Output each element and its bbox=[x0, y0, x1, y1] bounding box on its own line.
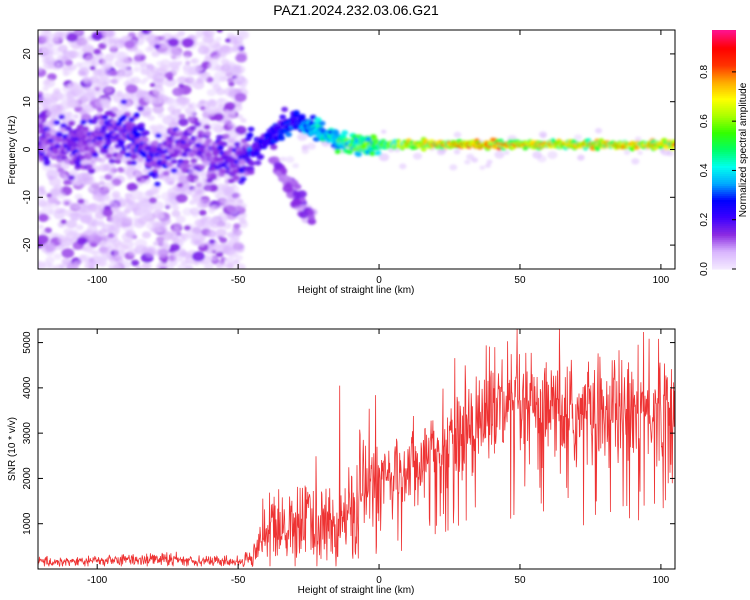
spectrogram-xlabel: Height of straight line (km) bbox=[298, 285, 415, 296]
snr-panel: -100 -50 0 50 100 1000 2000 3000 4000 5000 Height… bbox=[7, 328, 676, 596]
snr-ticks: -100 -50 0 50 100 1000 2000 3000 4000 5000 bbox=[22, 329, 675, 586]
spectrogram-heatmap bbox=[38, 30, 675, 269]
spectrogram-xtick-label: 100 bbox=[653, 275, 670, 286]
snr-xtick-label: -100 bbox=[87, 575, 107, 586]
spectrogram-xtick-label: 0 bbox=[376, 275, 382, 286]
snr-xtick-label: 0 bbox=[376, 575, 382, 586]
colorbar-tick-label: 0.0 bbox=[699, 262, 710, 276]
colorbar: 0.0 0.2 0.4 0.6 0.8 Normalized spectral ampl… bbox=[699, 30, 749, 276]
spectrogram-ytick-label: -10 bbox=[22, 190, 33, 205]
spectrogram-xtick-label: -50 bbox=[231, 275, 246, 286]
snr-ytick-label: 3000 bbox=[22, 422, 33, 445]
spectrogram-ylabel: Frequency (Hz) bbox=[7, 116, 18, 185]
snr-xtick-label: 50 bbox=[514, 575, 526, 586]
figure-title: PAZ1.2024.232.03.06.G21 bbox=[273, 2, 439, 18]
spectrogram-ytick-label: 0 bbox=[22, 146, 33, 152]
snr-series-line bbox=[38, 329, 675, 568]
colorbar-tick-label: 0.6 bbox=[699, 114, 710, 128]
colorbar-label: Normalized spectral amplitude bbox=[738, 82, 749, 217]
spectrogram-ytick-label: -20 bbox=[22, 237, 33, 252]
spectrogram-xtick-label: 50 bbox=[514, 275, 526, 286]
colorbar-tick-label: 0.4 bbox=[699, 163, 710, 177]
snr-frame bbox=[37, 328, 676, 570]
snr-ytick-label: 5000 bbox=[22, 331, 33, 354]
snr-ytick-label: 1000 bbox=[22, 512, 33, 535]
snr-ytick-label: 2000 bbox=[22, 467, 33, 490]
snr-ylabel: SNR (10 * v/v) bbox=[7, 417, 18, 481]
snr-ytick-label: 4000 bbox=[22, 376, 33, 399]
snr-xlabel: Height of straight line (km) bbox=[298, 585, 415, 596]
colorbar-ticks: 0.0 0.2 0.4 0.6 0.8 bbox=[699, 64, 736, 276]
snr-xtick-label: -50 bbox=[231, 575, 246, 586]
spectrogram-ytick-label: 20 bbox=[22, 48, 33, 60]
colorbar-tick-label: 0.2 bbox=[699, 212, 710, 226]
spectrogram-xtick-label: -100 bbox=[87, 275, 107, 286]
spectrogram-ytick-label: 10 bbox=[22, 96, 33, 108]
colorbar-gradient bbox=[712, 30, 736, 270]
snr-xtick-label: 100 bbox=[653, 575, 670, 586]
colorbar-tick-label: 0.8 bbox=[699, 64, 710, 78]
